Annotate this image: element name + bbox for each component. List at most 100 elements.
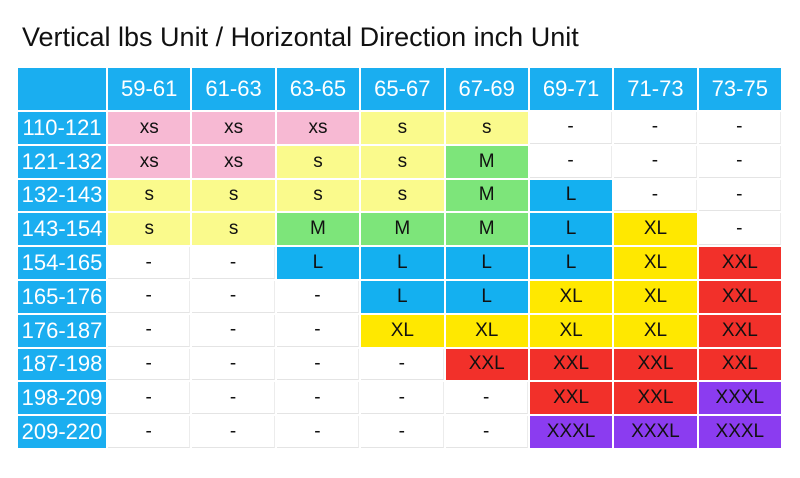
size-cell: L	[529, 247, 613, 279]
row-header: 143-154	[18, 213, 106, 246]
size-cell: XL	[614, 247, 697, 279]
column-header: 61-63	[192, 68, 275, 110]
size-cell: xs	[108, 112, 191, 144]
size-cell: XL	[614, 314, 697, 347]
size-cell: XXL	[445, 348, 528, 381]
size-cell: XXL	[698, 247, 781, 279]
size-cell: s	[108, 213, 191, 246]
size-cell: XXL	[698, 281, 781, 313]
size-cell: L	[445, 247, 528, 279]
size-cell: L	[361, 281, 444, 313]
size-cell: -	[108, 416, 191, 448]
size-cell: L	[529, 213, 613, 246]
row-header: 198-209	[18, 382, 106, 415]
size-cell: M	[445, 213, 528, 246]
size-cell: M	[445, 145, 528, 178]
size-cell: -	[108, 247, 191, 279]
size-cell: xs	[192, 145, 275, 178]
column-header: 65-67	[361, 68, 444, 110]
size-cell: -	[445, 416, 528, 448]
size-cell: s	[276, 145, 360, 178]
size-cell: -	[108, 314, 191, 347]
size-cell: -	[445, 382, 528, 415]
column-header: 59-61	[108, 68, 191, 110]
size-cell: -	[529, 145, 613, 178]
size-cell: XXL	[698, 348, 781, 381]
column-header: 63-65	[276, 68, 360, 110]
row-header: 154-165	[18, 247, 106, 279]
row-header: 132-143	[18, 179, 106, 212]
size-cell: s	[361, 112, 444, 144]
size-cell: -	[698, 179, 781, 212]
size-cell: s	[192, 213, 275, 246]
size-cell: -	[192, 348, 275, 381]
size-cell: s	[361, 179, 444, 212]
size-cell: XL	[445, 314, 528, 347]
size-cell: -	[108, 281, 191, 313]
size-cell: XXXL	[614, 416, 697, 448]
size-cell: M	[276, 213, 360, 246]
size-cell: XL	[614, 281, 697, 313]
size-cell: L	[445, 281, 528, 313]
size-cell: XXL	[529, 348, 613, 381]
size-cell: s	[361, 145, 444, 178]
size-cell: -	[614, 145, 697, 178]
size-cell: -	[192, 416, 275, 448]
size-cell: -	[698, 213, 781, 246]
size-cell: xs	[108, 145, 191, 178]
size-cell: -	[361, 382, 444, 415]
row-header: 176-187	[18, 314, 106, 347]
size-cell: s	[445, 112, 528, 144]
row-header: 187-198	[18, 348, 106, 381]
size-cell: -	[614, 179, 697, 212]
size-cell: -	[276, 348, 360, 381]
size-cell: XL	[614, 213, 697, 246]
title: Vertical lbs Unit / Horizontal Direction…	[22, 22, 579, 52]
row-header: 121-132	[18, 145, 106, 178]
size-cell: XXL	[529, 382, 613, 415]
size-cell: s	[108, 179, 191, 212]
row-header: 209-220	[18, 416, 106, 448]
size-cell: -	[698, 112, 781, 144]
size-cell: -	[361, 416, 444, 448]
column-header: 71-73	[614, 68, 697, 110]
size-cell: -	[192, 314, 275, 347]
size-cell: XL	[361, 314, 444, 347]
size-cell: -	[276, 416, 360, 448]
size-cell: xs	[276, 112, 360, 144]
size-cell: -	[361, 348, 444, 381]
size-cell: M	[361, 213, 444, 246]
size-cell: XXXL	[529, 416, 613, 448]
size-cell: -	[192, 382, 275, 415]
size-cell: -	[276, 382, 360, 415]
size-cell: M	[445, 179, 528, 212]
size-cell: XXL	[614, 348, 697, 381]
size-cell: -	[614, 112, 697, 144]
size-cell: -	[276, 314, 360, 347]
size-cell: L	[276, 247, 360, 279]
size-cell: -	[108, 348, 191, 381]
size-cell: s	[276, 179, 360, 212]
size-cell: xs	[192, 112, 275, 144]
row-header: 165-176	[18, 281, 106, 313]
size-cell: -	[276, 281, 360, 313]
size-cell: -	[698, 145, 781, 178]
size-cell: XL	[529, 281, 613, 313]
size-cell: -	[192, 281, 275, 313]
size-cell: XXXL	[698, 416, 781, 448]
size-cell: L	[361, 247, 444, 279]
column-header: 73-75	[698, 68, 781, 110]
size-cell: -	[108, 382, 191, 415]
size-cell: XXL	[698, 314, 781, 347]
size-cell: s	[192, 179, 275, 212]
size-cell: -	[192, 247, 275, 279]
column-header: 69-71	[529, 68, 613, 110]
corner-cell	[18, 68, 106, 110]
size-cell: -	[529, 112, 613, 144]
column-header: 67-69	[445, 68, 528, 110]
size-cell: L	[529, 179, 613, 212]
size-cell: XL	[529, 314, 613, 347]
row-header: 110-121	[18, 112, 106, 144]
size-cell: XXL	[614, 382, 697, 415]
